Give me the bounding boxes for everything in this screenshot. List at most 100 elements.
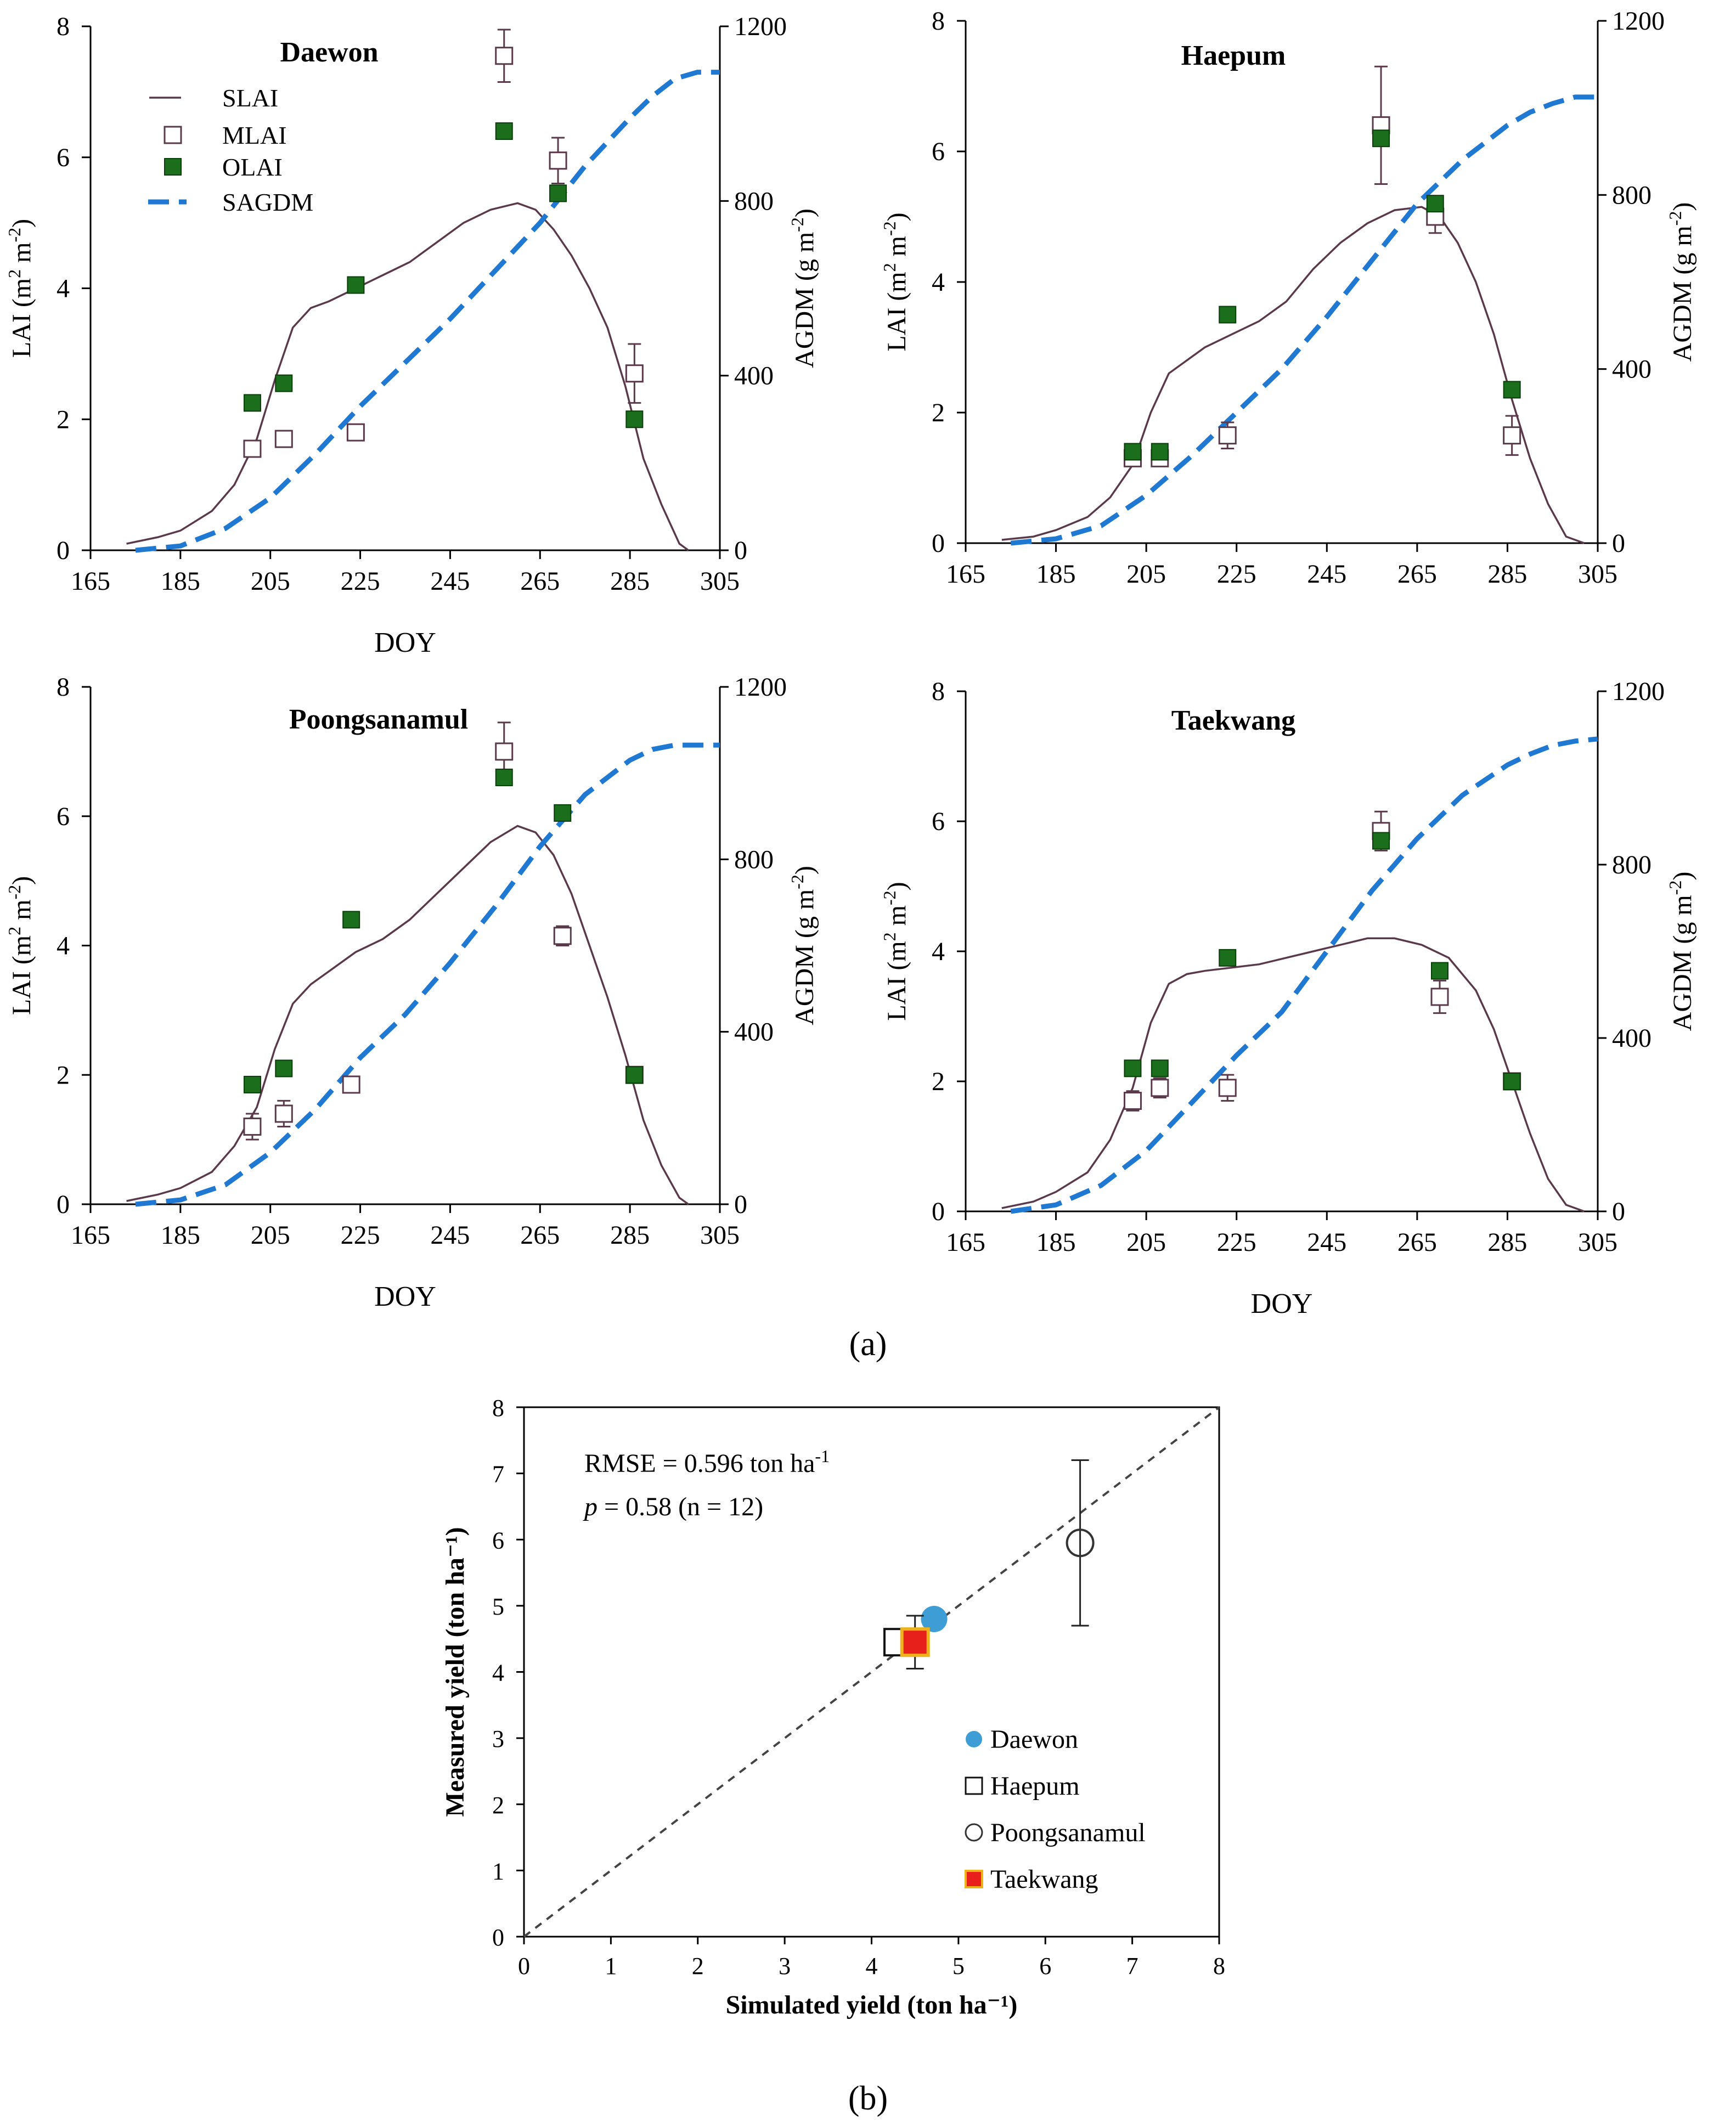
y2-tick-label: 400 (734, 362, 774, 391)
sagdm-line (1010, 736, 1598, 1214)
y2-tick-label: 800 (734, 845, 774, 874)
mlai-point (495, 742, 514, 761)
y-tick-label: 8 (57, 12, 70, 41)
olai-point (1219, 949, 1237, 967)
y2-tick-label: 0 (734, 1190, 747, 1219)
x-tick-label: 185 (161, 1221, 200, 1250)
y2-tick-label: 0 (1612, 1197, 1625, 1226)
y-tick-label: 4 (932, 937, 945, 966)
y2-tick-label: 400 (1612, 1024, 1652, 1053)
x-tick-label: 245 (430, 1221, 470, 1250)
olai-point (1124, 443, 1142, 461)
x-tick-label: 165 (71, 567, 110, 596)
figure-label-b: (b) (848, 2080, 888, 2117)
mlai-point (1218, 426, 1237, 445)
olai-point (549, 184, 567, 202)
y-tick-label: 2 (932, 1067, 945, 1096)
sagdm-line (135, 742, 720, 1207)
x-tick-label: 6 (1039, 1953, 1051, 1979)
y-tick-label: 8 (932, 7, 945, 36)
x-tick-label: 285 (1487, 1228, 1527, 1257)
legend-label: SLAI (222, 84, 278, 112)
x-axis-title: DOY (1251, 1288, 1313, 1319)
p-value-annotation: p = 0.58 (n = 12) (583, 1492, 763, 1521)
y2-tick-label: 0 (1612, 529, 1625, 558)
mlai-point (1151, 1079, 1169, 1097)
yield-point-daewon (921, 1606, 948, 1632)
legend-poongsanamul-icon (965, 1823, 983, 1842)
x-tick-label: 205 (1126, 560, 1166, 589)
marker (1066, 1528, 1095, 1558)
sagdm-line (1010, 94, 1598, 546)
olai-point (495, 769, 513, 787)
olai-point (275, 374, 293, 392)
x-tick-label: 245 (1307, 1228, 1346, 1257)
x-tick-label: 4 (866, 1953, 878, 1979)
y2-tick-label: 1200 (734, 12, 787, 41)
mlai-point (1430, 988, 1449, 1006)
olai-point (1151, 1059, 1169, 1078)
x-tick-label: 305 (700, 567, 740, 596)
olai-point (625, 1066, 644, 1084)
slai-line (1001, 206, 1585, 544)
slai-line (126, 202, 689, 551)
x-tick-label: 205 (251, 1221, 290, 1250)
panel-b-yield-scatter: 0 1 2 3 4 5 6 7 8 0 1 2 3 4 5 6 7 8 Simulated yield (ton h… (441, 1395, 1225, 2020)
y2-axis-title: AGDM (g m-2) (787, 866, 819, 1025)
y-tick-label: 7 (492, 1461, 504, 1488)
olai-point (1431, 962, 1448, 980)
chart-haepum: 165 185 205 225 245 265 285 3050246804008001200… (880, 7, 1697, 589)
legend-daewon-icon (966, 1731, 982, 1747)
olai-point (243, 1075, 261, 1093)
legend-haepum-icon (965, 1776, 983, 1795)
x-tick-label: 265 (1397, 1228, 1437, 1257)
x-tick-label: 185 (1036, 1228, 1076, 1257)
x-tick-label: 245 (1307, 560, 1346, 589)
olai-point (1426, 195, 1444, 213)
x-axis-title: DOY (374, 627, 436, 658)
olai-point (1503, 381, 1521, 399)
x-tick-label: 7 (1126, 1953, 1138, 1979)
x-tick-label: 265 (520, 567, 560, 596)
mlai-point (346, 423, 365, 442)
y-tick-label: 8 (57, 673, 70, 702)
y-tick-label: 6 (932, 137, 945, 166)
y-tick-label: 0 (57, 1190, 70, 1219)
y-tick-label: 4 (57, 932, 70, 961)
x-tick-label: 165 (71, 1221, 110, 1250)
x-tick-label: 305 (1578, 1228, 1617, 1257)
x-tick-label: 225 (1217, 560, 1256, 589)
x-tick-label: 205 (1126, 1228, 1166, 1257)
x-tick-label: 285 (610, 567, 650, 596)
legend-label: MLAI (222, 121, 287, 149)
legend-label: Taekwang (990, 1865, 1098, 1894)
legend-label: Poongsanamul (990, 1818, 1146, 1847)
y2-tick-label: 0 (734, 536, 747, 565)
x-tick-label: 285 (1487, 560, 1527, 589)
x-tick-label: 3 (779, 1953, 791, 1979)
yield-point-poongsanamul (1066, 1459, 1095, 1627)
y-axis-title: LAI (m2 m-2) (880, 212, 911, 351)
figure-label-a: (a) (849, 1325, 887, 1363)
olai-point (1372, 129, 1390, 148)
olai-point (554, 804, 572, 822)
olai-point (342, 911, 360, 929)
y-tick-label: 6 (492, 1527, 504, 1554)
y2-tick-label: 800 (734, 187, 774, 216)
x-tick-label: 305 (1578, 560, 1617, 589)
mlai-point (243, 439, 262, 458)
x-tick-label: 2 (692, 1953, 704, 1979)
mlai-point (495, 47, 514, 65)
y-tick-label: 4 (492, 1660, 504, 1686)
x-tick-label: 285 (610, 1221, 650, 1250)
y-tick-label: 0 (492, 1924, 504, 1951)
chart-title: Daewon (280, 37, 378, 68)
y2-tick-label: 800 (1612, 180, 1652, 210)
legend-label: OLAI (222, 153, 283, 181)
mlai-point (1503, 426, 1521, 445)
x-axis-title: DOY (374, 1281, 436, 1312)
x-tick-label: 245 (430, 567, 470, 596)
y-tick-label: 6 (57, 802, 70, 831)
y2-tick-label: 400 (734, 1018, 774, 1047)
slai-line (126, 825, 689, 1205)
